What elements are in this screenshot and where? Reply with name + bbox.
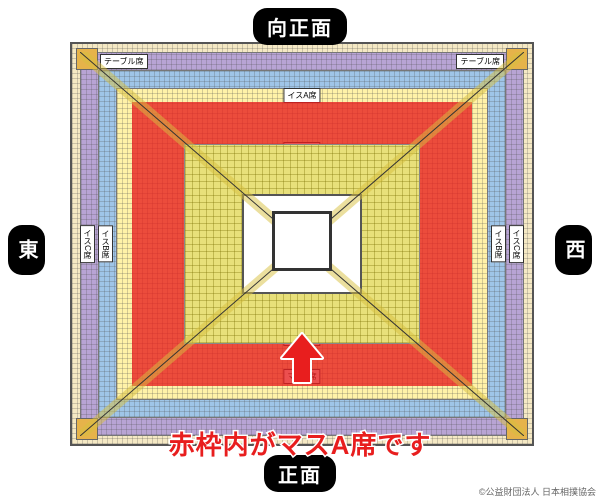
arena-floor: タマリ席 イスA席 マスB席 マスB席 マスA席 イスC席 イスB席 イスC席 … — [70, 42, 534, 446]
chip-isu-a: イスA席 — [283, 88, 320, 103]
chip-isu-b-right: イスB席 — [491, 225, 506, 262]
side-label-mukoushoumen: 向正面 — [253, 8, 347, 45]
corner-box — [506, 48, 528, 70]
side-label-higashi: 東 — [8, 225, 45, 275]
arrow-up-icon — [280, 332, 324, 386]
corner-box — [76, 48, 98, 70]
chip-table-right: テーブル席 — [456, 54, 504, 69]
chip-table-left: テーブル席 — [100, 54, 148, 69]
side-label-nishi: 西 — [555, 225, 592, 275]
seating-map: 向正面 正面 東 西 タマリ席 イスA席 マスB席 マスB席 マスA席 — [0, 0, 600, 500]
chip-isu-c-left: イスC席 — [80, 225, 95, 263]
copyright-text: ©公益財団法人 日本相撲協会 — [479, 485, 596, 498]
chip-isu-c-right: イスC席 — [509, 225, 524, 263]
dohyo-ring — [272, 211, 332, 271]
corner-box — [76, 418, 98, 440]
chip-isu-b-left: イスB席 — [98, 225, 113, 262]
corner-box — [506, 418, 528, 440]
caption-text: 赤枠内がマスA席です — [169, 425, 432, 462]
